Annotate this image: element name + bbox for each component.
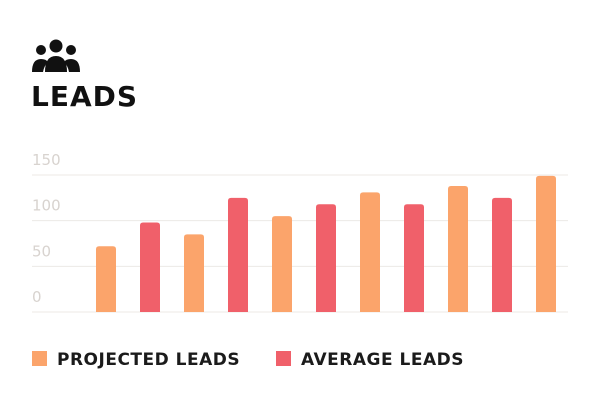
legend-swatch: [32, 351, 47, 366]
y-tick-label: 0: [32, 288, 42, 306]
legend-label: AVERAGE LEADS: [301, 350, 464, 370]
bar: [404, 204, 424, 312]
bar: [448, 185, 468, 312]
bar: [140, 222, 160, 312]
y-tick-label: 150: [32, 151, 61, 169]
legend-label: PROJECTED LEADS: [57, 350, 240, 370]
bar: [492, 197, 512, 312]
bar: [360, 192, 380, 312]
legend-swatch: [276, 351, 291, 366]
bar: [184, 234, 204, 312]
bar: [536, 175, 556, 312]
bar: [272, 216, 292, 312]
bar: [228, 197, 248, 312]
people-icon: [32, 39, 80, 72]
chart-title: LEADS: [31, 80, 138, 113]
bar: [316, 204, 336, 312]
y-tick-label: 50: [32, 242, 51, 260]
y-tick-label: 100: [32, 197, 61, 215]
bar: [96, 246, 116, 312]
